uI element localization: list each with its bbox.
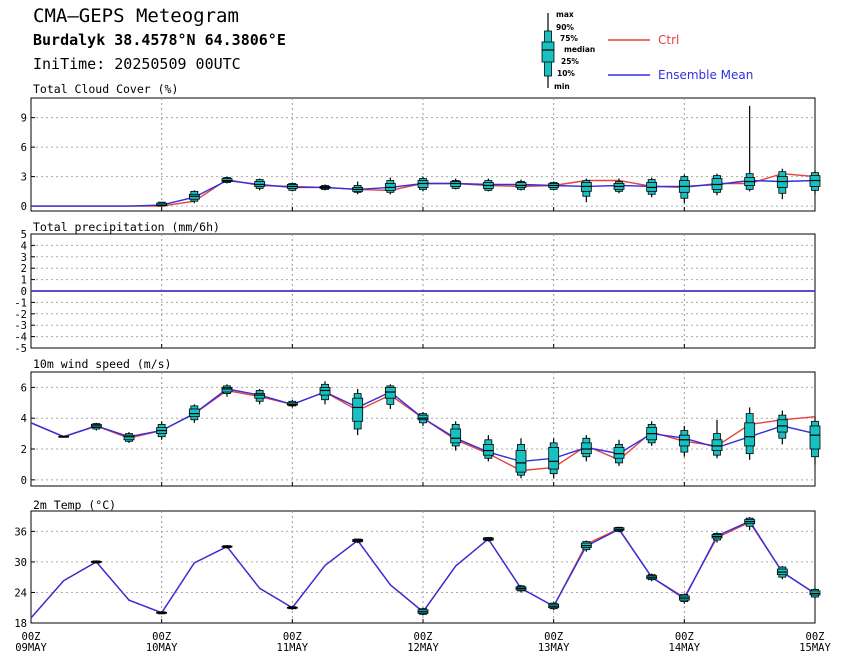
box-inner-25-75 [515, 450, 527, 473]
y-tick-label: 5 [21, 229, 27, 241]
box-inner-25-75 [188, 408, 200, 418]
x-tick-date: 09MAY [15, 642, 47, 654]
x-tick-hour: 00Z [675, 631, 694, 643]
x-tick-date: 14MAY [669, 642, 701, 654]
y-tick-label: 18 [14, 618, 27, 630]
legend-box-label: max [556, 10, 574, 19]
x-tick-hour: 00Z [414, 631, 433, 643]
y-tick-label: 4 [21, 240, 27, 252]
box-inner-25-75 [254, 393, 266, 399]
box-inner-25-75 [352, 397, 364, 422]
box-inner-25-75 [809, 425, 821, 450]
panel-title: 2m Temp (°C) [33, 498, 116, 512]
legend-box-label: min [554, 82, 570, 91]
y-tick-label: 0 [21, 475, 27, 487]
legend-box-label: median [564, 45, 595, 54]
y-tick-label: -5 [14, 343, 27, 355]
legend-box-label: 75% [560, 34, 578, 43]
x-tick-date: 12MAY [407, 642, 439, 654]
legend-box-label: 25% [561, 57, 579, 66]
x-tick-hour: 00Z [22, 631, 41, 643]
box-inner-25-75 [221, 387, 233, 393]
meteogram-title: CMA–GEPS Meteogram [33, 5, 239, 27]
y-tick-label: 4 [21, 413, 27, 425]
box-inner-25-75 [319, 387, 331, 396]
legend-ctrl-label: Ctrl [658, 33, 679, 47]
box-inner-25-75 [744, 422, 756, 447]
x-tick-hour: 00Z [544, 631, 563, 643]
y-tick-label: 0 [21, 286, 27, 298]
location-label: Burdalyk 38.4578°N 64.3806°E [33, 31, 286, 49]
x-tick-hour: 00Z [806, 631, 825, 643]
y-tick-label: 2 [21, 444, 27, 456]
x-tick-date: 10MAY [146, 642, 178, 654]
panel-title: Total Cloud Cover (%) [33, 82, 178, 96]
box-inner-25-75 [613, 447, 625, 459]
legend-box-inner [541, 41, 555, 63]
y-tick-label: 6 [21, 142, 27, 154]
panel-title: 10m wind speed (m/s) [33, 357, 171, 371]
y-tick-label: -2 [14, 309, 27, 321]
x-tick-date: 15MAY [799, 642, 831, 654]
x-tick-date: 11MAY [277, 642, 309, 654]
box-inner-25-75 [548, 447, 560, 470]
x-tick-date: 13MAY [538, 642, 570, 654]
box-inner-25-75 [450, 428, 462, 444]
y-tick-label: 3 [21, 172, 27, 184]
y-tick-label: 30 [14, 557, 27, 569]
y-tick-label: 9 [21, 113, 27, 125]
y-tick-label: 24 [14, 587, 27, 599]
box-inner-25-75 [417, 414, 429, 421]
legend-box-label: 10% [557, 69, 575, 78]
y-tick-label: -4 [14, 332, 27, 344]
init-time-label: IniTime: 20250509 00UTC [33, 55, 241, 73]
box-inner-25-75 [580, 442, 592, 455]
y-tick-label: 3 [21, 252, 27, 264]
ensemble-mean-line [30, 520, 816, 619]
box-inner-25-75 [384, 387, 396, 399]
box-inner-25-75 [482, 444, 494, 456]
y-tick-label: 36 [14, 526, 27, 538]
panel-title: Total precipitation (mm/6h) [33, 220, 220, 234]
box-inner-25-75 [711, 439, 723, 451]
y-tick-label: 2 [21, 263, 27, 275]
y-tick-label: 1 [21, 275, 27, 287]
legend-mean-label: Ensemble Mean [658, 68, 753, 82]
x-tick-hour: 00Z [152, 631, 171, 643]
box-inner-25-75 [123, 434, 135, 441]
y-tick-label: -3 [14, 320, 27, 332]
x-tick-hour: 00Z [283, 631, 302, 643]
legend-box-label: 90% [556, 23, 574, 32]
y-tick-label: 0 [21, 201, 27, 213]
y-tick-label: -1 [14, 297, 27, 309]
y-tick-label: 6 [21, 382, 27, 394]
box-inner-25-75 [678, 434, 690, 447]
